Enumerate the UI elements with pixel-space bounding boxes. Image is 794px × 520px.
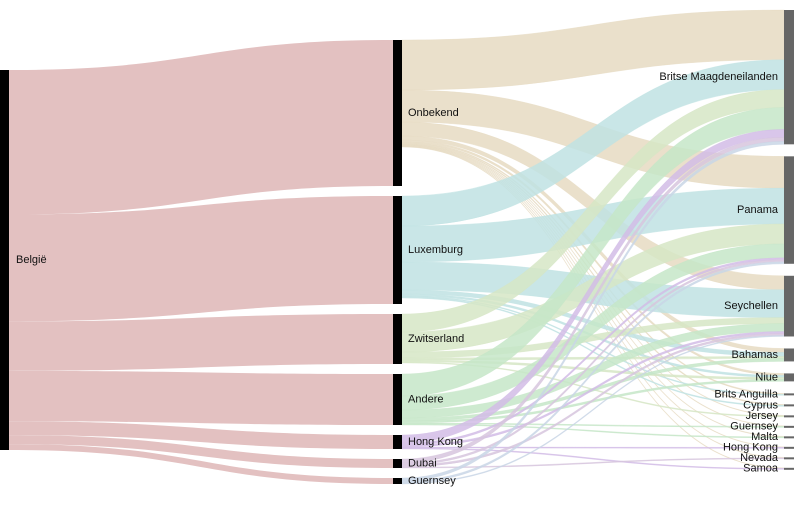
node-target-samoa: [784, 467, 794, 470]
label-target-jersey: Jersey: [746, 410, 779, 422]
link-belgie-andere: [9, 370, 393, 425]
node-target-bahamas: [784, 348, 794, 362]
label-belgi: België: [16, 254, 47, 266]
node-belgie: [0, 70, 9, 450]
node-onbekend: [393, 40, 402, 186]
label-target-bvi: Britse Maagdeneilanden: [659, 71, 778, 83]
label-target-niue: Niue: [755, 371, 778, 383]
node-labels: België Onbekend Luxemburg Zwitserland Andere…: [16, 71, 779, 487]
node-target-niue: [784, 373, 794, 382]
node-target-malta: [784, 436, 794, 439]
node-andere: [393, 374, 402, 425]
node-target-bvi: [784, 10, 794, 145]
sankey-nodes: [0, 10, 794, 484]
label-target-seychellen: Seychellen: [724, 300, 778, 312]
node-dubai: [393, 459, 402, 468]
label-onbekend: Onbekend: [408, 107, 459, 119]
node-target-guernsey_t: [784, 425, 794, 428]
node-target-panama: [784, 156, 794, 264]
label-guernsey: Guernsey: [408, 475, 456, 487]
link-belgie-dubai: [9, 435, 393, 468]
node-luxemburg: [393, 196, 402, 304]
label-target-nevada: Nevada: [740, 452, 779, 464]
label-zwitserland: Zwitserland: [408, 333, 464, 345]
source-links: [9, 40, 393, 484]
link-belgie-hongkong: [9, 421, 393, 449]
label-target-hongkong_t: Hong Kong: [723, 441, 778, 453]
node-hongkong: [393, 435, 402, 449]
label-dubai: Dubai: [408, 457, 437, 469]
node-zwitserland: [393, 314, 402, 364]
link-belgie-guernsey: [9, 444, 393, 484]
label-target-malta: Malta: [751, 431, 779, 443]
node-guernsey: [393, 478, 402, 484]
node-target-cyprus: [784, 404, 794, 407]
label-andere: Andere: [408, 393, 443, 405]
label-target-samoa: Samoa: [743, 462, 779, 474]
node-target-jersey: [784, 415, 794, 418]
node-target-seychellen: [784, 275, 794, 337]
link-belgie-luxemburg: [9, 196, 393, 322]
node-target-hongkong_t: [784, 446, 794, 449]
node-target-anguilla: [784, 393, 794, 396]
label-target-cyprus: Cyprus: [743, 399, 778, 411]
label-target-bahamas: Bahamas: [732, 349, 779, 361]
label-luxemburg: Luxemburg: [408, 244, 463, 256]
link-belgie-zwitserland: [9, 314, 393, 371]
link-belgie-onbekend: [9, 40, 393, 215]
node-target-nevada: [784, 457, 794, 460]
label-target-anguilla: Brits Anguilla: [714, 388, 778, 400]
label-hongkong: Hong Kong: [408, 436, 463, 448]
flow-links: [401, 9, 785, 485]
label-target-panama: Panama: [737, 204, 779, 216]
label-target-guernsey_t: Guernsey: [730, 421, 778, 433]
